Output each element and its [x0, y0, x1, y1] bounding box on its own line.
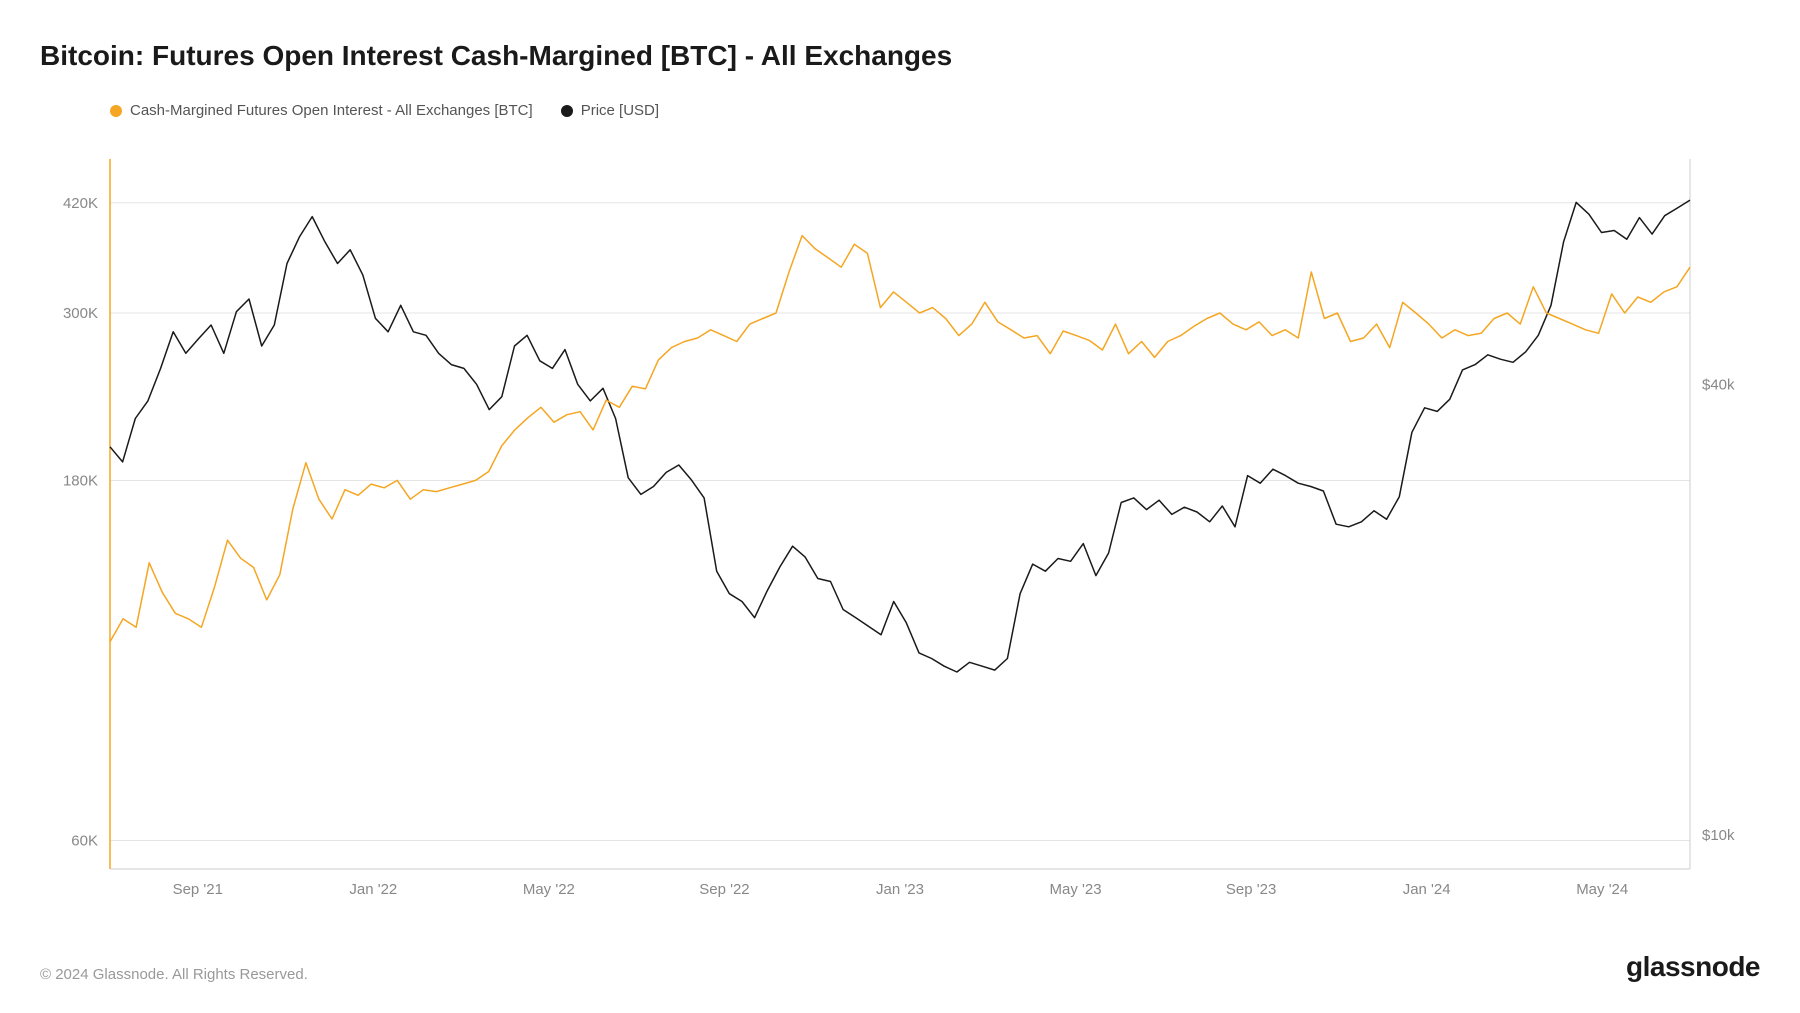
- svg-text:$40k: $40k: [1702, 376, 1735, 393]
- legend-swatch-oi: [110, 105, 122, 117]
- legend-label-oi: Cash-Margined Futures Open Interest - Al…: [130, 102, 533, 119]
- svg-text:May '23: May '23: [1050, 881, 1102, 898]
- svg-text:Jan '23: Jan '23: [876, 881, 924, 898]
- svg-text:Sep '22: Sep '22: [699, 881, 749, 898]
- chart-area: 60K 180K 300K 420K $10k $40k Sep '21 Jan '22 May…: [40, 127, 1760, 931]
- svg-text:Sep '21: Sep '21: [173, 881, 223, 898]
- legend-label-price: Price [USD]: [581, 102, 659, 119]
- svg-text:Sep '23: Sep '23: [1226, 881, 1276, 898]
- svg-text:$10k: $10k: [1702, 827, 1735, 844]
- legend: Cash-Margined Futures Open Interest - Al…: [110, 102, 1760, 119]
- svg-text:Jan '24: Jan '24: [1403, 881, 1451, 898]
- svg-text:60K: 60K: [71, 832, 98, 849]
- svg-text:May '24: May '24: [1576, 881, 1628, 898]
- chart-title: Bitcoin: Futures Open Interest Cash-Marg…: [40, 40, 1760, 72]
- footer: © 2024 Glassnode. All Rights Reserved. g…: [40, 951, 1760, 983]
- brand-logo: glassnode: [1626, 951, 1760, 983]
- svg-text:420K: 420K: [63, 195, 98, 212]
- svg-text:300K: 300K: [63, 305, 98, 322]
- svg-text:180K: 180K: [63, 472, 98, 489]
- legend-item-oi: Cash-Margined Futures Open Interest - Al…: [110, 102, 533, 119]
- svg-text:May '22: May '22: [523, 881, 575, 898]
- legend-swatch-price: [561, 105, 573, 117]
- chart-svg: 60K 180K 300K 420K $10k $40k Sep '21 Jan '22 May…: [40, 127, 1760, 931]
- legend-item-price: Price [USD]: [561, 102, 659, 119]
- copyright-text: © 2024 Glassnode. All Rights Reserved.: [40, 966, 308, 983]
- svg-text:Jan '22: Jan '22: [349, 881, 397, 898]
